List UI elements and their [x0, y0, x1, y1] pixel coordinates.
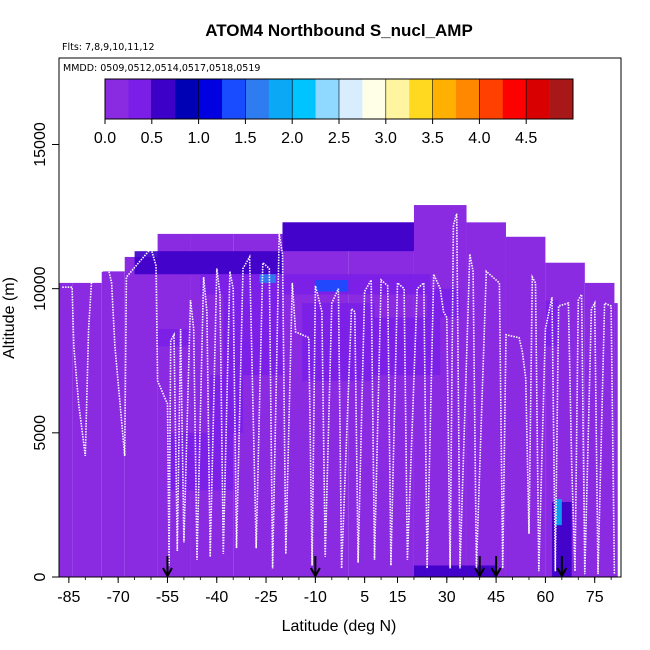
heat-band	[124, 256, 158, 577]
heat-cell	[555, 499, 562, 526]
x-tick-label: -55	[156, 589, 179, 606]
marker-arrow-head	[490, 567, 502, 579]
dates-note: MMDD: 0509,0512,0514,0517,0518,0519	[63, 63, 260, 74]
flights-note: Flts: 7,8,9,10,11,12	[62, 42, 155, 53]
heat-cell	[413, 565, 497, 577]
marker-arrow-head	[309, 567, 321, 579]
plot-frame	[58, 57, 622, 578]
x-tick-label: -40	[205, 589, 228, 606]
colorbar-swatch	[385, 79, 410, 119]
x-tick-label: 5	[360, 589, 369, 606]
colorbar-swatch	[175, 79, 199, 119]
colorbar-tick-label: 0.5	[141, 130, 163, 147]
heat-band	[101, 271, 125, 577]
colorbar-tick-label: 1.5	[234, 130, 256, 147]
sounding-markers	[162, 556, 568, 579]
colorbar-tick-label: 1.0	[187, 130, 209, 147]
marker-arrow-head	[162, 567, 173, 579]
colorbar-swatch	[526, 79, 550, 119]
colorbar-tick-label: 4.0	[468, 130, 490, 147]
y-tick-label: 15000	[32, 122, 49, 167]
marker-arrow-head	[556, 567, 568, 579]
colorbar-tick-label: 4.5	[515, 130, 537, 147]
colorbar-tick-label: 2.0	[281, 130, 303, 147]
x-axis: -85 -70 -55 -40 -25 -10 5 15 30 45 60 75	[57, 577, 612, 606]
heat-cell	[545, 300, 559, 347]
heat-band	[72, 282, 102, 577]
colorbar-swatch	[549, 79, 574, 119]
colorbar-swatch	[245, 79, 270, 119]
colorbar-swatch	[315, 79, 340, 119]
heat-band	[59, 282, 73, 577]
heat-band	[614, 303, 618, 577]
heat-cell	[282, 222, 414, 252]
x-tick-label: 75	[586, 589, 604, 606]
colorbar-swatch	[409, 79, 433, 119]
x-tick-label: 60	[537, 589, 555, 606]
chart-title: ATOM4 Northbound S_nucl_AMP	[205, 21, 473, 40]
colorbar-swatch	[479, 79, 504, 119]
colorbar: 0.0 0.5 1.0 1.5 2.0 2.5 3.0 3.5 4.0 4.5	[94, 78, 574, 147]
x-tick-label: -10	[304, 589, 327, 606]
heat-cell	[210, 375, 244, 433]
heat-cell	[315, 280, 349, 292]
colorbar-swatch	[456, 79, 480, 119]
x-tick-label: 30	[438, 589, 456, 606]
colorbar-frame	[104, 78, 574, 120]
colorbar-tick-label: 3.0	[375, 130, 397, 147]
colorbar-swatch	[105, 79, 129, 119]
x-tick-label: -85	[57, 589, 80, 606]
heat-cell	[223, 294, 283, 376]
x-tick-label: 45	[487, 589, 505, 606]
colorbar-swatch	[222, 79, 246, 119]
heatmap-layer	[59, 205, 618, 578]
y-tick-label: 10000	[32, 266, 49, 311]
x-axis-label: Latitude (deg N)	[282, 618, 397, 635]
colorbar-swatch	[339, 79, 363, 119]
colorbar-swatch	[432, 79, 457, 119]
colorbar-tick-label: 3.5	[421, 130, 443, 147]
colorbar-swatch	[502, 79, 527, 119]
heat-band	[584, 282, 615, 577]
colorbar-swatch	[362, 79, 387, 119]
x-tick-label: -25	[254, 589, 277, 606]
flight-tracks	[62, 213, 616, 575]
colorbar-tick-label: 0.0	[94, 130, 116, 147]
heat-cell	[374, 317, 441, 376]
y-axis-label: Altitude (m)	[1, 277, 18, 359]
colorbar-swatch	[268, 79, 293, 119]
flight-track	[62, 213, 616, 575]
colorbar-swatch	[128, 79, 153, 119]
heat-cell	[134, 251, 283, 275]
y-tick-label: 5000	[32, 415, 49, 451]
colorbar-swatch	[151, 79, 176, 119]
colorbar-swatch	[198, 79, 223, 119]
heat-band	[413, 205, 467, 578]
y-tick-label: 0	[32, 572, 49, 581]
heat-cell	[427, 288, 460, 318]
x-tick-label: -70	[107, 589, 130, 606]
y-axis: 0 5000 10000 15000	[32, 122, 59, 581]
heat-cell	[259, 274, 276, 283]
marker-arrow-head	[474, 567, 486, 579]
colorbar-swatch	[292, 79, 316, 119]
heat-band	[157, 233, 191, 577]
x-tick-label: 15	[389, 589, 407, 606]
colorbar-tick-label: 2.5	[328, 130, 350, 147]
